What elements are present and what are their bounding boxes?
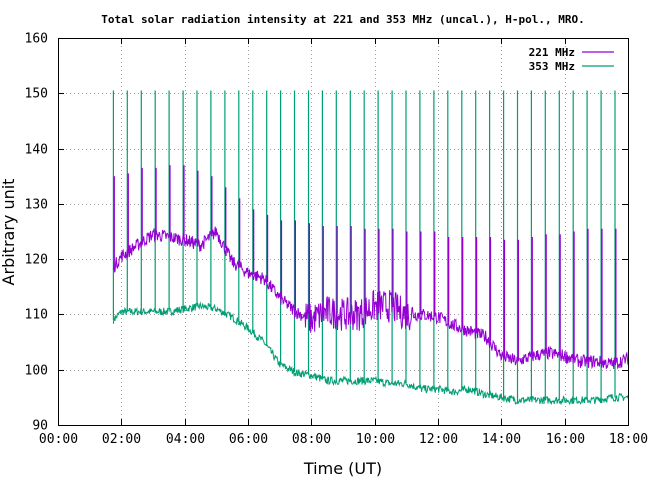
plot-area (112, 90, 629, 406)
legend-label: 353 MHz (529, 60, 575, 73)
x-tick-label: 16:00 (546, 432, 585, 447)
y-tick-label: 130 (25, 198, 48, 213)
axis-ticks: 90 100 110 120 130 140 150 160 00:00 02:00 04:00 06… (25, 32, 649, 448)
plot-frame (58, 38, 629, 426)
y-tick-label: 160 (25, 32, 48, 47)
y-tick-label: 90 (32, 419, 48, 434)
y-tick-label: 140 (25, 143, 48, 158)
series-221-mhz (112, 165, 629, 370)
x-tick-label: 10:00 (356, 432, 395, 447)
y-tick-label: 150 (25, 87, 48, 102)
x-tick-label: 14:00 (482, 432, 521, 447)
x-tick-label: 12:00 (419, 432, 458, 447)
x-tick-label: 06:00 (229, 432, 268, 447)
grid-lines (58, 38, 628, 425)
y-tick-label: 120 (25, 253, 48, 268)
series-353-mhz (112, 90, 629, 406)
legend-label: 221 MHz (529, 46, 575, 59)
y-tick-label: 100 (25, 364, 48, 379)
series-221-line (112, 226, 629, 370)
x-tick-label: 00:00 (39, 432, 78, 447)
y-axis-label: Arbitrary unit (0, 179, 18, 286)
x-axis-label: Time (UT) (303, 459, 382, 478)
x-tick-label: 18:00 (609, 432, 648, 447)
x-tick-label: 02:00 (102, 432, 141, 447)
chart-title: Total solar radiation intensity at 221 a… (101, 13, 584, 26)
x-tick-label: 08:00 (292, 432, 331, 447)
x-tick-label: 04:00 (166, 432, 205, 447)
series-353-line (112, 301, 629, 406)
y-tick-label: 110 (25, 308, 48, 323)
